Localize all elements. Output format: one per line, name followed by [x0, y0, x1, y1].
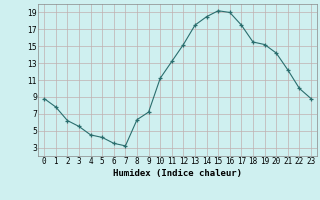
X-axis label: Humidex (Indice chaleur): Humidex (Indice chaleur)	[113, 169, 242, 178]
